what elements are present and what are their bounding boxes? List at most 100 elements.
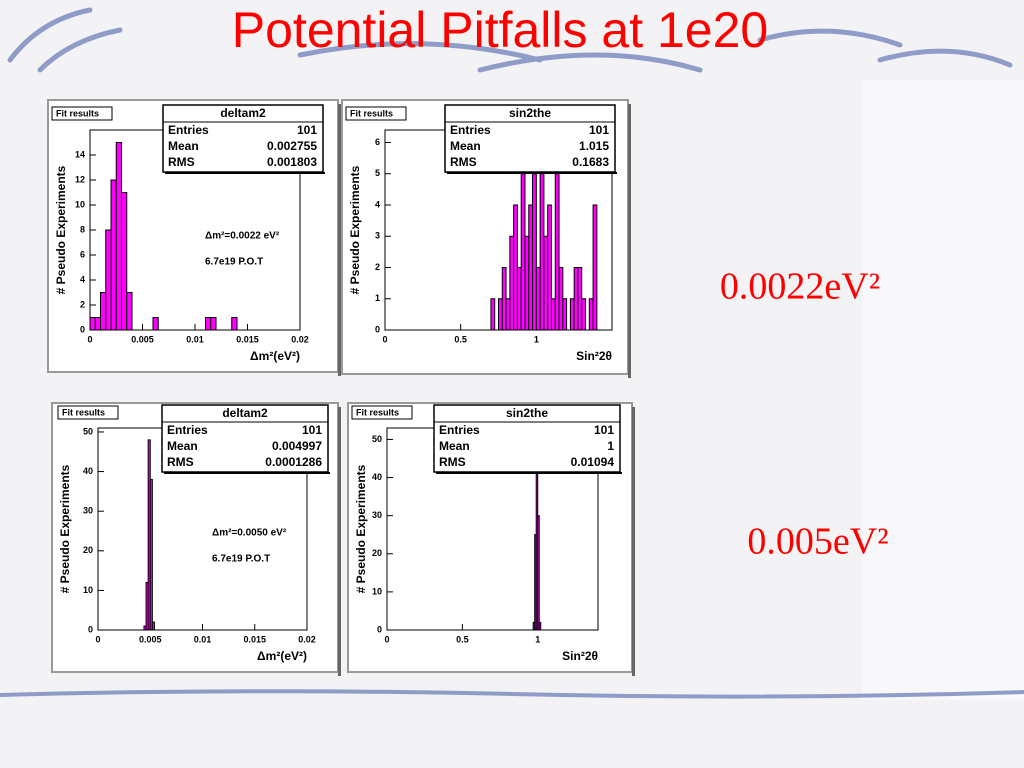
x-tick-label: 0.02 <box>291 334 309 344</box>
y-tick-label: 12 <box>75 174 85 184</box>
stats-label: RMS <box>168 155 195 169</box>
y-tick-label: 14 <box>75 149 85 159</box>
y-tick-label: 10 <box>75 199 85 209</box>
histogram-bar <box>569 298 575 331</box>
y-tick-label: 6 <box>80 249 85 259</box>
y-tick-label: 30 <box>372 510 382 520</box>
y-tick-label: 3 <box>375 231 380 241</box>
stats-value: 101 <box>297 123 317 137</box>
x-tick-label: 0.02 <box>298 634 316 644</box>
x-tick-label: 0.5 <box>456 634 469 644</box>
histogram-bar <box>231 317 238 331</box>
side-label: 0.0022eV² <box>720 266 880 308</box>
histogram-bar <box>528 204 534 331</box>
x-tick-label: 0.005 <box>131 334 154 344</box>
x-tick-label: 0.015 <box>236 334 259 344</box>
swirl <box>37 27 123 73</box>
panel-shadow <box>338 407 341 676</box>
y-tick-label: 20 <box>83 545 93 555</box>
y-tick-label: 40 <box>83 466 93 476</box>
histogram-bar <box>524 235 530 331</box>
y-tick-label: 20 <box>372 548 382 558</box>
histogram-bar <box>501 267 507 331</box>
y-tick-label: 5 <box>375 168 380 178</box>
x-tick-label: 0 <box>87 334 92 344</box>
annotation: Δm²=0.0022 eV² <box>205 231 280 242</box>
bottom-rule <box>0 689 1024 699</box>
y-tick-label: 0 <box>88 624 93 634</box>
x-tick-label: 1 <box>534 334 539 344</box>
histogram-bar <box>538 621 542 631</box>
x-tick-label: 1 <box>535 634 540 644</box>
stats-label: RMS <box>450 155 477 169</box>
swirl <box>757 28 903 48</box>
stats-label: RMS <box>167 455 194 469</box>
x-tick-label: 0 <box>384 634 389 644</box>
histogram-bar <box>554 173 560 331</box>
top-swirls <box>7 7 1013 73</box>
histogram-bar <box>516 267 522 331</box>
stats-value: 101 <box>302 423 322 437</box>
y-tick-label: 30 <box>83 506 93 516</box>
x-axis-label: Δm²(eV²) <box>257 649 307 663</box>
x-axis-label: Sin²2θ <box>576 349 612 363</box>
y-tick-label: 1 <box>375 293 380 303</box>
histogram-bar <box>592 204 598 331</box>
y-axis-label: # Pseudo Experiments <box>348 165 362 294</box>
stats-value: 0.0001286 <box>265 455 322 469</box>
histogram-bar <box>562 298 568 331</box>
stats-label: Entries <box>168 123 209 137</box>
histogram-bar <box>537 515 540 631</box>
histogram-bar <box>547 204 552 331</box>
y-axis-label: # Pseudo Experiments <box>58 464 72 593</box>
histogram-bar <box>581 298 587 331</box>
histogram-bar <box>505 298 511 331</box>
annotation: Δm²=0.0050 eV² <box>212 528 287 539</box>
histogram-bar <box>210 317 217 331</box>
histogram-bar <box>535 267 541 331</box>
histogram-bar <box>100 292 107 331</box>
panel-shadow <box>632 407 635 676</box>
histogram-bar <box>543 235 549 331</box>
fit-box <box>51 106 113 121</box>
fit-label: Fit results <box>56 108 99 118</box>
histogram-bar <box>152 317 159 331</box>
fit-box <box>345 106 407 121</box>
y-tick-label: 6 <box>375 137 380 147</box>
histogram-bar <box>509 235 515 331</box>
x-tick-label: 0 <box>382 334 387 344</box>
stats-label: Mean <box>450 139 481 153</box>
y-tick-label: 40 <box>372 472 382 482</box>
stats-title: sin2the <box>506 406 548 420</box>
x-axis-label: Sin²2θ <box>562 649 598 663</box>
histogram-bar <box>532 173 537 331</box>
x-tick-label: 0.5 <box>454 334 467 344</box>
y-axis-label: # Pseudo Experiments <box>354 464 368 593</box>
stats-title: deltam2 <box>220 106 266 120</box>
swirl <box>7 7 93 63</box>
stats-value: 101 <box>589 123 609 137</box>
stats-value: 1 <box>607 439 614 453</box>
histogram-bar <box>513 204 518 331</box>
histogram-bar <box>205 317 212 331</box>
slide-title: Potential Pitfalls at 1e20 <box>232 2 768 58</box>
histogram-bar <box>588 298 594 331</box>
stats-value: 101 <box>594 423 614 437</box>
histogram-bar <box>115 142 122 331</box>
histogram-bar <box>558 267 564 331</box>
stats-value: 0.004997 <box>272 439 322 453</box>
histogram-bar <box>110 179 117 331</box>
stats-label: Mean <box>167 439 198 453</box>
stats-box <box>433 404 621 473</box>
stats-label: RMS <box>439 455 466 469</box>
stats-value: 0.1683 <box>572 155 609 169</box>
y-tick-label: 0 <box>377 624 382 634</box>
fit-label: Fit results <box>62 407 105 417</box>
y-tick-label: 0 <box>80 324 85 334</box>
y-tick-label: 0 <box>375 324 380 334</box>
stats-label: Mean <box>439 439 470 453</box>
x-tick-label: 0 <box>95 634 100 644</box>
histogram-bar <box>151 621 155 631</box>
y-tick-label: 8 <box>80 224 85 234</box>
